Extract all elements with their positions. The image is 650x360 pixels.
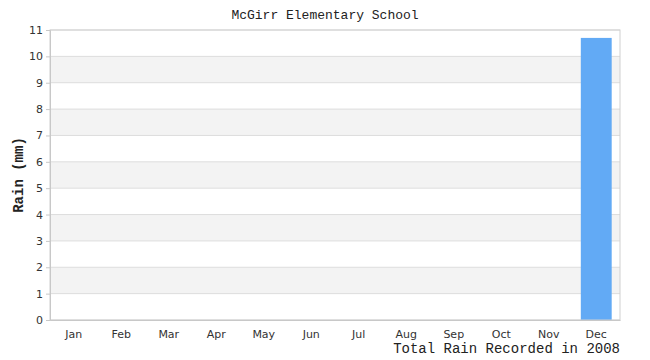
plot-frame [50,30,620,320]
x-tick-label: Feb [112,328,131,341]
x-tick: Feb [112,320,131,341]
y-tick-label: 4 [36,209,43,222]
x-tick: Dec [586,320,607,341]
y-tick: 2 [36,261,50,274]
y-tick: 11 [29,24,50,37]
x-tick-label: Mar [158,328,179,341]
y-tick-label: 6 [36,156,43,169]
y-tick-label: 11 [29,24,43,37]
y-tick-mark [46,241,50,242]
plot-background [50,30,620,320]
y-tick: 3 [36,235,50,248]
grid-line [50,188,620,189]
x-tick: Oct [492,320,512,341]
grid-band [50,162,620,188]
grid-line [50,109,620,110]
y-tick-label: 3 [36,235,43,248]
grid-line [50,56,620,57]
grid-line [50,135,620,136]
y-tick: 6 [36,156,50,169]
y-tick-mark [46,83,50,84]
x-tick: Jun [302,320,320,341]
x-tick-label: Nov [538,328,560,341]
grid-line [50,240,620,241]
y-tick-mark [46,267,50,268]
grid-line [50,82,620,83]
x-axis-title: Total Rain Recorded in 2008 [393,341,620,357]
grid [50,30,620,320]
x-tick-label: Jan [64,328,82,341]
x-tick: Apr [207,320,227,341]
y-tick-mark [46,109,50,110]
y-tick: 10 [29,50,50,63]
x-tick: Jul [351,320,365,341]
x-tick-label: Oct [492,328,512,341]
x-tick-label: Dec [586,328,607,341]
x-tick: May [252,320,275,341]
x-tick-label: Apr [207,328,227,341]
y-tick-mark [46,294,50,295]
y-tick: 7 [36,129,50,142]
x-tick-label: Jun [302,328,320,341]
x-axis: Jan Feb Mar Apr May Jun Jul Aug Sep Oct Nov Dec [51,320,621,341]
grid-band [50,215,620,241]
grid-band [50,56,620,82]
y-tick-label: 0 [36,314,43,327]
x-tick-label: May [252,328,275,341]
y-tick-label: 5 [36,182,43,195]
grid-line [50,214,620,215]
y-tick: 4 [36,209,50,222]
y-axis: 0 1 2 3 4 5 6 7 8 9 10 11 [29,24,51,327]
y-tick-label: 1 [36,288,43,301]
plot: 0 1 2 3 4 5 6 7 8 9 10 11 Jan Feb Mar Apr May Jun Jul Aug Se… [29,24,621,341]
x-tick: Mar [158,320,179,341]
grid-band [50,109,620,135]
x-tick: Sep [443,320,464,341]
y-tick-mark [46,30,50,31]
x-tick: Nov [538,320,560,341]
y-tick-mark [46,56,50,57]
x-tick-label: Sep [443,328,464,341]
y-tick: 0 [36,314,50,327]
chart: 0 1 2 3 4 5 6 7 8 9 10 11 Jan Feb Mar Apr May Jun Jul Aug Se… [0,0,650,360]
y-tick: 1 [36,288,50,301]
x-tick: Jan [64,320,82,341]
y-tick: 9 [36,77,50,90]
y-tick-label: 2 [36,261,43,274]
y-tick-label: 10 [29,50,43,63]
grid-band [50,267,620,293]
y-tick-mark [46,162,50,163]
y-tick-mark [46,320,50,321]
bar [581,38,612,320]
y-tick-mark [46,188,50,189]
title: McGirr Elementary School [231,8,418,23]
y-tick-label: 7 [36,129,43,142]
y-tick-label: 9 [36,77,43,90]
y-tick-mark [46,135,50,136]
y-tick: 8 [36,103,50,116]
y-tick: 5 [36,182,50,195]
grid-line [50,161,620,162]
grid-line [50,267,620,268]
x-axis-line [51,320,621,321]
bars [581,38,612,320]
x-tick: Aug [396,320,417,341]
grid-line [50,293,620,294]
x-tick-label: Jul [351,328,365,341]
x-tick-label: Aug [396,328,417,341]
y-tick-mark [46,215,50,216]
y-axis-title: Rain (mm) [11,137,27,213]
y-tick-label: 8 [36,103,43,116]
y-axis-line [46,31,51,321]
